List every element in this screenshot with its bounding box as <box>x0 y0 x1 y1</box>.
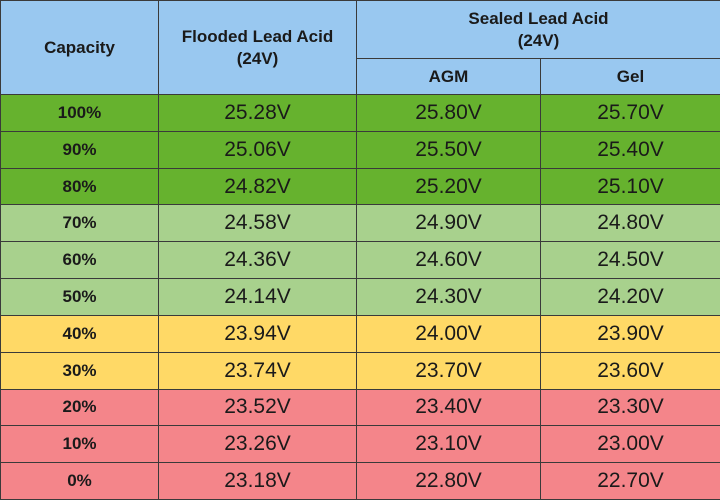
table-row: 80% 24.82V 25.20V 25.10V <box>0 167 720 206</box>
table-row: 100% 25.28V 25.80V 25.70V <box>0 94 720 132</box>
agm-voltage-cell: 24.60V <box>356 241 541 280</box>
table-body: 100% 25.28V 25.80V 25.70V 90% 25.06V 25.50V 25.… <box>0 94 720 500</box>
capacity-cell: 30% <box>0 351 159 390</box>
capacity-cell: 70% <box>0 204 159 243</box>
gel-voltage-cell: 25.10V <box>540 167 720 206</box>
agm-voltage-cell: 24.90V <box>356 204 541 243</box>
flooded-voltage-cell: 24.36V <box>158 241 357 280</box>
capacity-cell: 50% <box>0 278 159 316</box>
table-row: 40% 23.94V 24.00V 23.90V <box>0 314 720 353</box>
agm-voltage-cell: 24.30V <box>356 278 541 316</box>
flooded-voltage-cell: 25.06V <box>158 130 357 169</box>
capacity-cell: 60% <box>0 241 159 280</box>
table-row: 10% 23.26V 23.10V 23.00V <box>0 425 720 464</box>
gel-voltage-cell: 22.70V <box>540 462 720 500</box>
capacity-cell: 100% <box>0 94 159 132</box>
table-row: 20% 23.52V 23.40V 23.30V <box>0 388 720 427</box>
header-capacity: Capacity <box>0 0 159 95</box>
flooded-voltage-cell: 24.82V <box>158 167 357 206</box>
flooded-voltage-cell: 23.18V <box>158 462 357 500</box>
header-flooded-title: Flooded Lead Acid <box>181 26 334 46</box>
table-row: 90% 25.06V 25.50V 25.40V <box>0 130 720 169</box>
agm-voltage-cell: 23.10V <box>356 425 541 464</box>
table-row: 70% 24.58V 24.90V 24.80V <box>0 204 720 243</box>
capacity-cell: 90% <box>0 130 159 169</box>
gel-voltage-cell: 23.30V <box>540 388 720 427</box>
gel-voltage-cell: 23.60V <box>540 351 720 390</box>
flooded-voltage-cell: 23.74V <box>158 351 357 390</box>
flooded-voltage-cell: 25.28V <box>158 94 357 132</box>
agm-voltage-cell: 24.00V <box>356 314 541 353</box>
flooded-voltage-cell: 23.26V <box>158 425 357 464</box>
capacity-cell: 20% <box>0 388 159 427</box>
table-row: 50% 24.14V 24.30V 24.20V <box>0 278 720 316</box>
capacity-cell: 10% <box>0 425 159 464</box>
gel-voltage-cell: 25.40V <box>540 130 720 169</box>
header-sealed-title: Sealed Lead Acid <box>468 8 609 28</box>
header-gel: Gel <box>540 58 720 95</box>
table-row: 30% 23.74V 23.70V 23.60V <box>0 351 720 390</box>
gel-voltage-cell: 24.20V <box>540 278 720 316</box>
flooded-voltage-cell: 23.94V <box>158 314 357 353</box>
agm-voltage-cell: 25.80V <box>356 94 541 132</box>
agm-voltage-cell: 22.80V <box>356 462 541 500</box>
capacity-cell: 80% <box>0 167 159 206</box>
gel-voltage-cell: 23.00V <box>540 425 720 464</box>
gel-voltage-cell: 25.70V <box>540 94 720 132</box>
gel-voltage-cell: 24.80V <box>540 204 720 243</box>
agm-voltage-cell: 23.40V <box>356 388 541 427</box>
header-flooded-voltage: (24V) <box>236 48 279 68</box>
agm-voltage-cell: 23.70V <box>356 351 541 390</box>
capacity-cell: 40% <box>0 314 159 353</box>
flooded-voltage-cell: 24.14V <box>158 278 357 316</box>
header-agm: AGM <box>356 58 541 95</box>
agm-voltage-cell: 25.50V <box>356 130 541 169</box>
table-row: 0% 23.18V 22.80V 22.70V <box>0 462 720 500</box>
capacity-cell: 0% <box>0 462 159 500</box>
flooded-voltage-cell: 23.52V <box>158 388 357 427</box>
table-row: 60% 24.36V 24.60V 24.50V <box>0 241 720 280</box>
agm-voltage-cell: 25.20V <box>356 167 541 206</box>
header-flooded-lead-acid: Flooded Lead Acid (24V) <box>158 0 357 95</box>
header-sealed-lead-acid: Sealed Lead Acid (24V) <box>356 0 720 59</box>
gel-voltage-cell: 23.90V <box>540 314 720 353</box>
header-sealed-voltage: (24V) <box>517 30 560 50</box>
flooded-voltage-cell: 24.58V <box>158 204 357 243</box>
gel-voltage-cell: 24.50V <box>540 241 720 280</box>
